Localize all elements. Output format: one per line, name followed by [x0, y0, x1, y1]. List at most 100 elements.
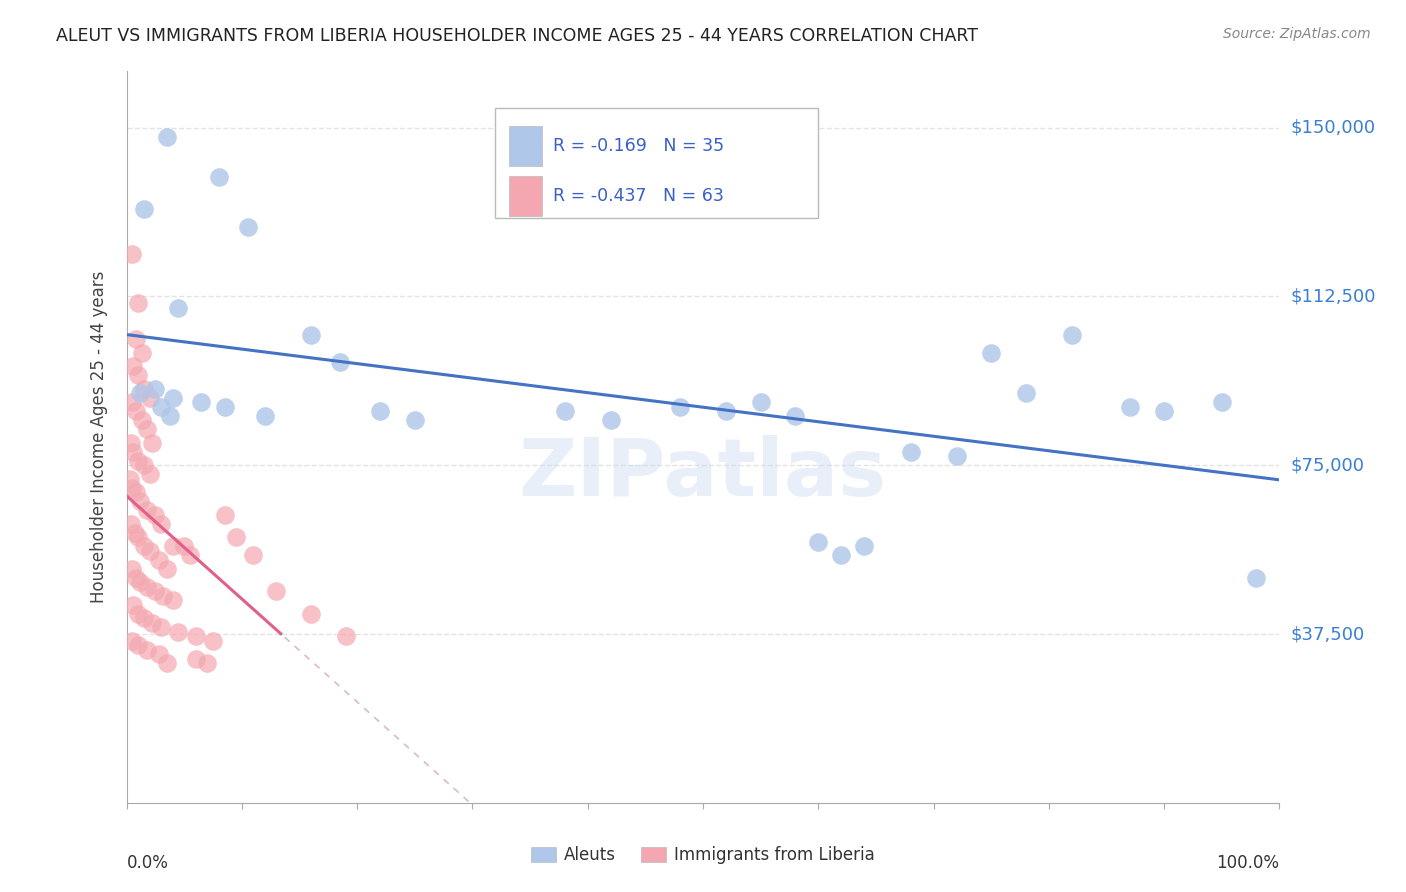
Point — [120, 516, 142, 531]
Point — [299, 607, 322, 621]
Point — [131, 345, 153, 359]
Point — [136, 422, 159, 436]
Point — [599, 413, 621, 427]
Point — [132, 611, 155, 625]
Point — [669, 400, 692, 414]
Text: $150,000: $150,000 — [1291, 119, 1375, 136]
Point — [138, 543, 160, 558]
Point — [145, 508, 166, 522]
Point — [141, 435, 163, 450]
Point — [141, 615, 163, 630]
Point — [900, 444, 922, 458]
Point — [253, 409, 276, 423]
Point — [150, 400, 173, 414]
Text: Source: ZipAtlas.com: Source: ZipAtlas.com — [1223, 27, 1371, 41]
Point — [127, 607, 149, 621]
Point — [159, 409, 181, 423]
Point — [1015, 386, 1038, 401]
Point — [195, 657, 218, 671]
Point — [127, 530, 149, 544]
Point — [136, 642, 159, 657]
Point — [266, 584, 288, 599]
Point — [830, 548, 852, 562]
Point — [1153, 404, 1175, 418]
Point — [152, 589, 174, 603]
Point — [162, 539, 184, 553]
Point — [136, 580, 159, 594]
Text: 0.0%: 0.0% — [127, 854, 169, 872]
Point — [853, 539, 876, 553]
Point — [124, 525, 146, 540]
Point — [179, 548, 201, 562]
Point — [173, 539, 195, 553]
Point — [214, 400, 236, 414]
Point — [138, 467, 160, 482]
Point — [184, 652, 207, 666]
Point — [121, 562, 143, 576]
Point — [132, 458, 155, 473]
Point — [150, 516, 173, 531]
Point — [242, 548, 264, 562]
Point — [807, 534, 830, 549]
Point — [945, 449, 967, 463]
Point — [120, 435, 142, 450]
Point — [335, 629, 357, 643]
Text: $37,500: $37,500 — [1291, 625, 1365, 643]
Text: ZIPatlas: ZIPatlas — [519, 434, 887, 513]
Point — [127, 638, 149, 652]
Point — [121, 481, 143, 495]
Point — [129, 575, 152, 590]
Point — [190, 395, 212, 409]
Point — [554, 404, 576, 418]
Point — [1246, 571, 1268, 585]
Point — [132, 202, 155, 216]
Point — [980, 345, 1002, 359]
Point — [148, 647, 170, 661]
Point — [122, 359, 145, 374]
Y-axis label: Householder Income Ages 25 - 44 years: Householder Income Ages 25 - 44 years — [90, 271, 108, 603]
Point — [156, 562, 179, 576]
Point — [156, 129, 179, 144]
Point — [214, 508, 236, 522]
Point — [162, 593, 184, 607]
Point — [138, 391, 160, 405]
Text: $75,000: $75,000 — [1291, 456, 1365, 475]
Point — [785, 409, 807, 423]
Point — [125, 332, 148, 346]
Point — [156, 657, 179, 671]
Point — [127, 368, 149, 383]
Point — [136, 503, 159, 517]
Bar — [509, 176, 541, 216]
Point — [125, 571, 148, 585]
Point — [1211, 395, 1233, 409]
Point — [329, 354, 352, 368]
Point — [118, 472, 141, 486]
Point — [184, 629, 207, 643]
Point — [202, 633, 225, 648]
Point — [131, 413, 153, 427]
Point — [132, 382, 155, 396]
Point — [368, 404, 391, 418]
Point — [225, 530, 247, 544]
Point — [236, 219, 259, 234]
Point — [132, 539, 155, 553]
Point — [122, 598, 145, 612]
Point — [145, 382, 166, 396]
Point — [1060, 327, 1083, 342]
Point — [121, 633, 143, 648]
Point — [1118, 400, 1140, 414]
Point — [121, 246, 143, 260]
Point — [714, 404, 737, 418]
Point — [299, 327, 322, 342]
Text: 100.0%: 100.0% — [1216, 854, 1279, 872]
Text: R = -0.169   N = 35: R = -0.169 N = 35 — [553, 137, 724, 155]
Point — [150, 620, 173, 634]
Text: $112,500: $112,500 — [1291, 287, 1376, 305]
Point — [148, 553, 170, 567]
Point — [121, 395, 143, 409]
Point — [129, 494, 152, 508]
Point — [127, 453, 149, 467]
Point — [749, 395, 772, 409]
Point — [208, 170, 231, 185]
Point — [145, 584, 166, 599]
